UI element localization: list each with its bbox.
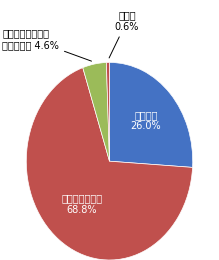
Wedge shape: [110, 62, 193, 167]
Text: 確認した
26.0%: 確認した 26.0%: [131, 110, 161, 131]
Wedge shape: [106, 62, 110, 161]
Text: 確認したかどうか
分からない 4.6%: 確認したかどうか 分からない 4.6%: [2, 28, 92, 61]
Text: 確認していない
68.8%: 確認していない 68.8%: [61, 193, 102, 215]
Wedge shape: [83, 62, 110, 161]
Text: 無回答
0.6%: 無回答 0.6%: [109, 10, 139, 58]
Wedge shape: [26, 68, 193, 260]
